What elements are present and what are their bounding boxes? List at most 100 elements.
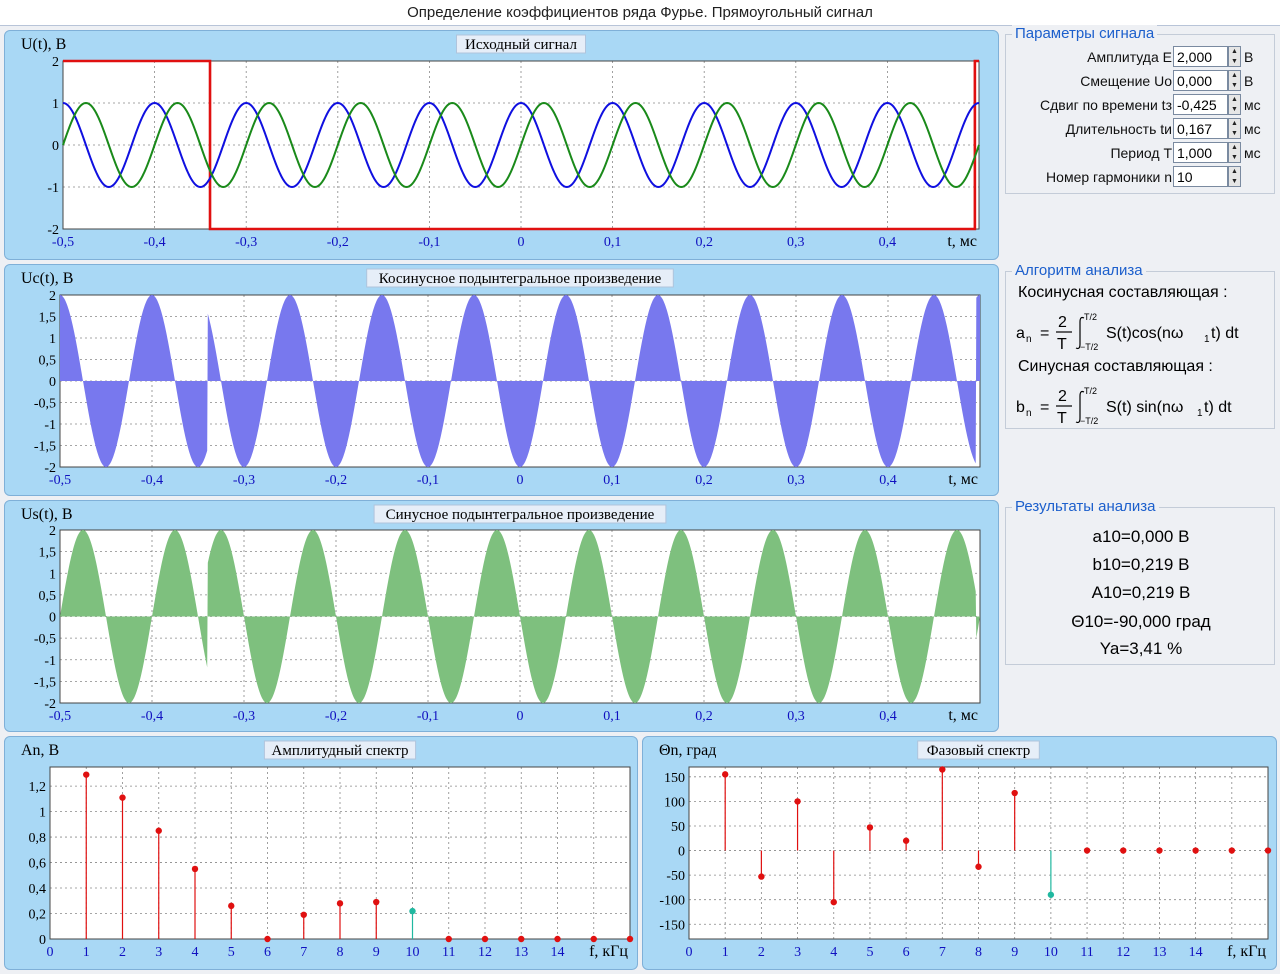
x-tick-label: 0,2 [695, 709, 713, 724]
spectrum-point [1228, 847, 1236, 854]
param-input[interactable] [1173, 46, 1228, 67]
y-tick-label: 1 [52, 97, 59, 112]
y-axis-label: An, В [21, 742, 59, 759]
param-label: Номер гармоники n [1046, 169, 1172, 185]
x-tick-label: 0,3 [787, 473, 805, 488]
x-tick-label: 5 [866, 945, 873, 960]
window-title: Определение коэффициентов ряда Фурье. Пр… [0, 0, 1280, 26]
spectrum-point [518, 935, 525, 943]
chart-title-box [263, 740, 417, 760]
y-tick-label: 0 [39, 933, 46, 948]
spin-buttons[interactable]: ▲ ▼ [1228, 46, 1241, 67]
y-tick-label: -1,5 [34, 675, 56, 690]
chart-title-box [456, 34, 586, 54]
spin-up-icon[interactable]: ▲ [1231, 120, 1238, 127]
spectrum-point [975, 863, 982, 870]
x-tick-label: -0,5 [49, 709, 71, 724]
spectrum-point [1120, 847, 1127, 854]
x-tick-label: 11 [1080, 945, 1093, 960]
spin-down-icon[interactable]: ▼ [1231, 106, 1238, 113]
x-tick-label: 7 [939, 945, 946, 960]
spin-up-icon[interactable]: ▲ [1231, 72, 1238, 79]
y-tick-label: -1,5 [34, 440, 56, 455]
sin-formula-lhs-sub: n [1026, 408, 1032, 419]
spin-buttons[interactable]: ▲ ▼ [1228, 118, 1241, 139]
param-label: Сдвиг по времени tз [1040, 97, 1172, 113]
spectrum-point [445, 935, 452, 943]
x-tick-label: -0,1 [418, 235, 440, 250]
x-tick-label: 0,3 [787, 235, 805, 250]
spectrum-point [830, 898, 837, 906]
spin-down-icon[interactable]: ▼ [1231, 130, 1238, 137]
y-tick-label: -150 [659, 918, 685, 933]
y-tick-label: -1 [47, 181, 59, 196]
spin-down-icon[interactable]: ▼ [1231, 58, 1238, 65]
sine-product-area [60, 530, 980, 703]
x-tick-label: 12 [478, 945, 492, 960]
spectrum-point [481, 935, 489, 943]
param-input[interactable] [1173, 70, 1228, 91]
cos-formula-lower: −T/2 [1080, 342, 1098, 352]
x-tick-label: 14 [551, 945, 565, 960]
x-tick-label: -0,1 [417, 709, 439, 724]
x-tick-label: 0 [686, 945, 693, 960]
x-tick-label: -0,3 [233, 473, 255, 488]
spectrum-point [1264, 847, 1272, 854]
param-input[interactable] [1173, 118, 1228, 139]
x-tick-label: 9 [373, 945, 380, 960]
sin-formula-lhs: b [1016, 399, 1025, 416]
x-tick-label: 4 [192, 945, 199, 960]
spin-up-icon[interactable]: ▲ [1231, 168, 1238, 175]
x-tick-label: -0,2 [327, 235, 349, 250]
spin-buttons[interactable]: ▲ ▼ [1228, 166, 1241, 187]
y-tick-label: -50 [666, 869, 685, 884]
spin-up-icon[interactable]: ▲ [1231, 48, 1238, 55]
param-input[interactable] [1173, 166, 1228, 187]
spectrum-point [1156, 847, 1163, 854]
spin-up-icon[interactable]: ▲ [1231, 96, 1238, 103]
y-tick-label: -2 [44, 461, 56, 476]
algorithm-panel: Алгоритм анализа Косинусная составляющая… [1005, 262, 1275, 429]
chart-title: Фазовый спектр [927, 743, 1030, 759]
x-tick-label: 6 [264, 945, 271, 960]
spin-up-icon[interactable]: ▲ [1231, 144, 1238, 151]
x-tick-label: 2 [758, 945, 765, 960]
spectrum-point [1192, 847, 1199, 854]
x-tick-label: 0,1 [603, 709, 621, 724]
signal-chart: Исходный сигнал U(t), В t, мс 2 1 0 -1 -2-0,5 -0… [21, 34, 980, 250]
x-tick-label: 0,1 [603, 473, 621, 488]
y-tick-label: 1,2 [29, 780, 47, 795]
x-tick-label: -0,4 [144, 235, 166, 250]
x-tick-label: 0 [517, 709, 524, 724]
spin-down-icon[interactable]: ▼ [1231, 178, 1238, 185]
x-axis-label: f, кГц [589, 943, 628, 960]
cosine-heading: Косинусная составляющая : [1018, 284, 1228, 301]
y-tick-label: -0,5 [34, 632, 56, 647]
results-title: Результаты анализа [1012, 498, 1159, 515]
spin-buttons[interactable]: ▲ ▼ [1228, 142, 1241, 163]
y-axis-label: U(t), В [21, 36, 66, 53]
x-tick-label: 8 [975, 945, 982, 960]
spin-down-icon[interactable]: ▼ [1231, 154, 1238, 161]
sine-formula: b n = 2 T T/2 −T/2 S(t) sin(nω 1 t) dt [1016, 386, 1232, 427]
param-unit: мс [1244, 121, 1261, 137]
spin-buttons[interactable]: ▲ ▼ [1228, 94, 1241, 115]
cosine-product-area [60, 295, 980, 467]
x-tick-label: 7 [300, 945, 307, 960]
x-tick-label: 13 [1152, 945, 1166, 960]
param-row: Амплитуда E▲▼В [1006, 46, 1276, 68]
x-tick-label: -0,5 [49, 473, 71, 488]
sin-formula-body-end: t) dt [1204, 399, 1232, 416]
param-input[interactable] [1173, 142, 1228, 163]
param-unit: В [1244, 73, 1254, 89]
x-axis-label: f, кГц [1227, 943, 1266, 960]
result-A: A10=0,219 В [1091, 583, 1191, 602]
y-tick-label: 0,5 [39, 589, 57, 604]
sin-formula-den: T [1057, 410, 1067, 427]
spin-down-icon[interactable]: ▼ [1231, 82, 1238, 89]
spin-buttons[interactable]: ▲ ▼ [1228, 70, 1241, 91]
x-tick-label: 0,4 [879, 235, 897, 250]
x-tick-label: 11 [442, 945, 455, 960]
chart-title-box [366, 268, 674, 288]
param-input[interactable] [1173, 94, 1228, 115]
